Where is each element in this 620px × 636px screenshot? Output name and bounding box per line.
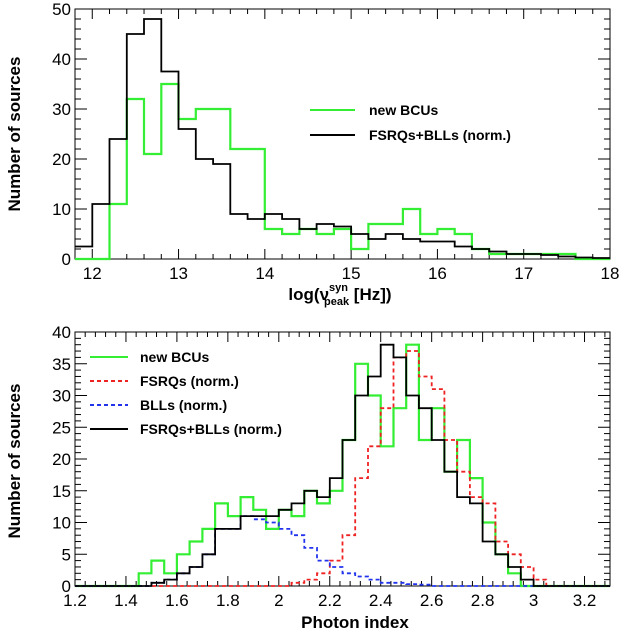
x-tick-label: 3.2 — [573, 591, 597, 610]
x-tick-label: 2.6 — [420, 591, 444, 610]
x-tick-label: 16 — [428, 264, 447, 283]
x-tick-label: 14 — [255, 264, 274, 283]
x-tick-label: 13 — [169, 264, 188, 283]
y-tick-label: 10 — [52, 514, 71, 533]
legend-top: new BCUs FSRQs+BLLs (norm.) — [310, 102, 511, 143]
y-tick-label: 10 — [52, 200, 71, 219]
y-tick-label: 25 — [52, 418, 71, 437]
series-line-combined — [75, 18, 610, 259]
y-tick-label: 35 — [52, 355, 71, 374]
series-line-blls — [75, 515, 610, 587]
series-line-new_bcus — [75, 343, 610, 588]
x-tick-label: 3 — [529, 591, 538, 610]
y-axis-label-bottom: Number of sources — [5, 384, 24, 539]
plot-frame-0 — [74, 8, 611, 260]
x-tick-label: 12 — [83, 264, 102, 283]
legend-label-fsrqs: FSRQs (norm.) — [140, 373, 239, 389]
x-tick-label: 18 — [601, 264, 620, 283]
x-tick-label: 1.4 — [114, 591, 138, 610]
y-tick-label: 30 — [52, 387, 71, 406]
y-tick-label: 50 — [52, 0, 71, 19]
chart-top-synchrotron-peak: Number of sources log(νsyn peak [Hz]) new… — [5, 0, 619, 308]
y-tick-label: 0 — [62, 577, 71, 596]
legend-label-new_bcus: new BCUs — [140, 349, 209, 365]
y-tick-label: 0 — [62, 250, 71, 269]
x-tick-label: 1.6 — [165, 591, 189, 610]
legend-label-combined: FSRQs+BLLs (norm.) — [140, 421, 282, 437]
x-tick-label: 2.2 — [318, 591, 342, 610]
x-tick-label: 17 — [514, 264, 533, 283]
legend-label-new_bcus: new BCUs — [369, 102, 438, 118]
legend-bottom: new BCUs FSRQs (norm.) BLLs (norm.) FSRQs+B… — [90, 349, 282, 437]
y-tick-label: 5 — [62, 545, 71, 564]
series-line-combined — [75, 343, 610, 587]
series-line-fsrqs — [75, 350, 610, 587]
x-tick-label: 15 — [342, 264, 361, 283]
y-tick-label: 15 — [52, 482, 71, 501]
x-tick-label: 1.2 — [63, 591, 87, 610]
x-tick-label: 2.4 — [369, 591, 393, 610]
y-tick-label: 20 — [52, 450, 71, 469]
x-tick-label: 1.8 — [216, 591, 240, 610]
y-tick-label: 30 — [52, 100, 71, 119]
legend-label-combined: FSRQs+BLLs (norm.) — [369, 127, 511, 143]
y-axis-label-top: Number of sources — [5, 57, 24, 212]
y-tick-label: 20 — [52, 150, 71, 169]
x-axis-label-bottom: Photon index — [301, 613, 409, 632]
x-tick-label: 2.8 — [471, 591, 495, 610]
legend-label-blls: BLLs (norm.) — [140, 397, 227, 413]
chart-bottom-photon-index: Number of sources Photon index new BCUs F… — [5, 323, 611, 632]
y-tick-label: 40 — [52, 50, 71, 69]
x-tick-label: 2 — [274, 591, 283, 610]
y-tick-label: 40 — [52, 323, 71, 342]
x-axis-label-top: log(νsyn peak [Hz]) — [288, 282, 391, 308]
